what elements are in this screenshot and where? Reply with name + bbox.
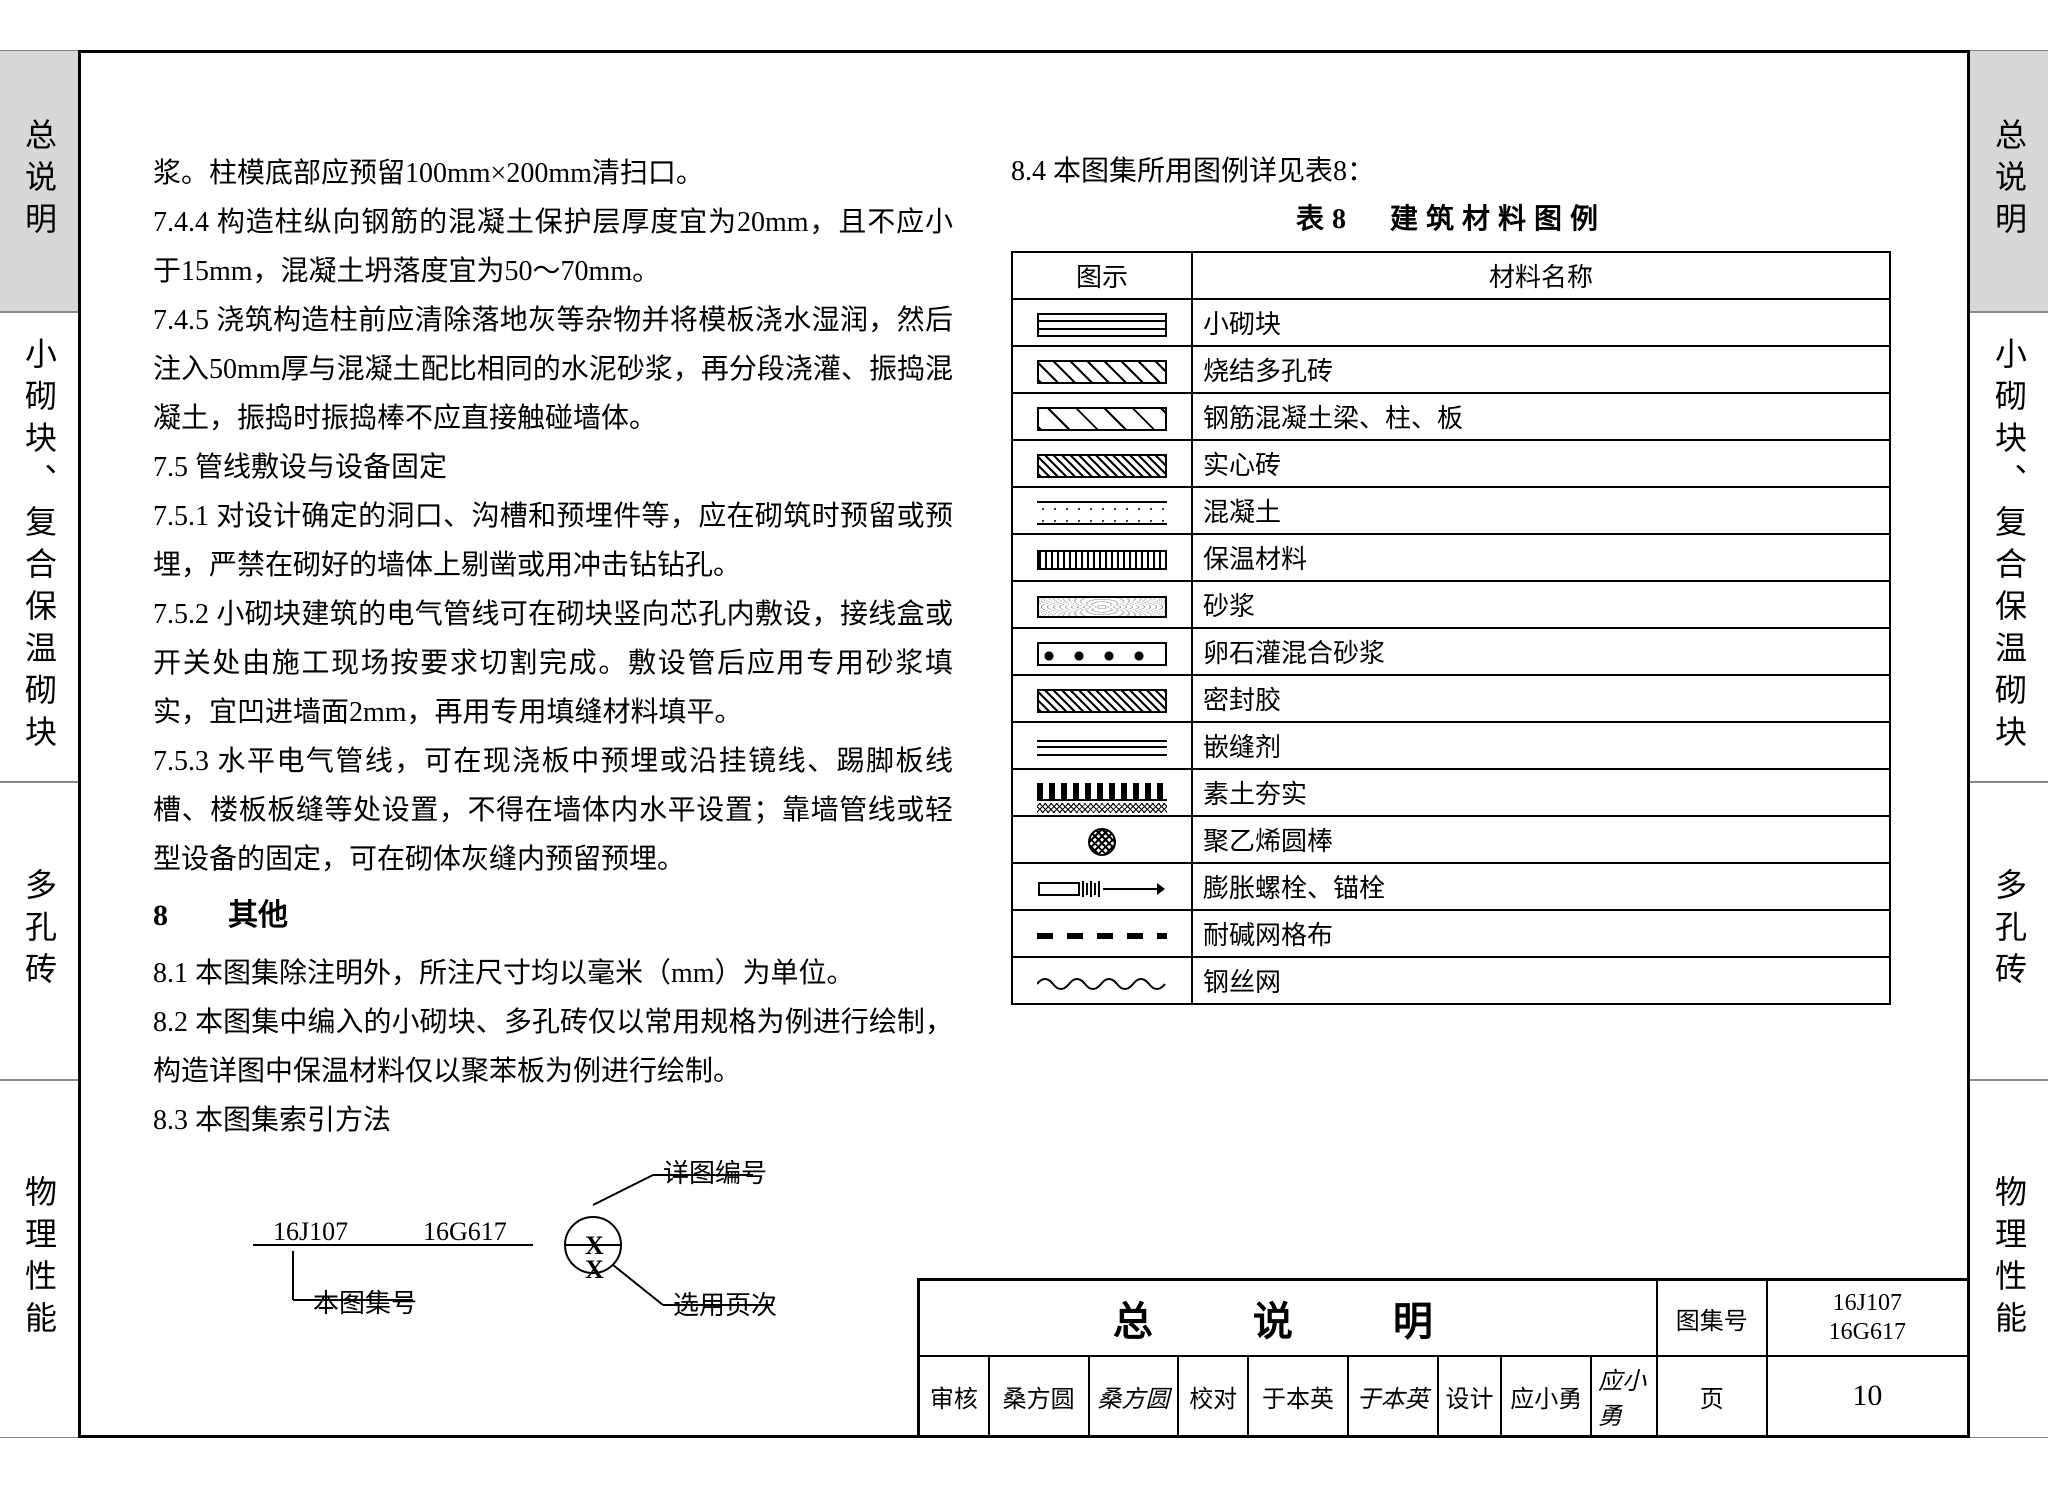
index-code2: 16G617 — [423, 1209, 507, 1255]
table-row: 钢丝网 — [1012, 957, 1890, 1004]
material-name: 钢筋混凝土梁、柱、板 — [1192, 393, 1890, 440]
design-name: 应小勇 — [1502, 1357, 1592, 1435]
check-label: 校对 — [1179, 1357, 1249, 1435]
tab-physical-r[interactable]: 物理性能 — [1970, 1080, 2048, 1438]
table-row: 卵石灌混合砂浆 — [1012, 628, 1890, 675]
material-name: 耐碱网格布 — [1192, 910, 1890, 957]
tab-brick-l[interactable]: 多孔砖 — [0, 782, 78, 1080]
tab-block-r[interactable]: 小砌块、复合保温砌块 — [1970, 312, 2048, 782]
material-name: 混凝土 — [1192, 487, 1890, 534]
material-swatch — [1012, 487, 1192, 534]
para: 7.5.1 对设计确定的洞口、沟槽和预埋件等，应在砌筑时预留或预埋，严禁在砌好的… — [153, 492, 953, 590]
audit-label: 审核 — [920, 1357, 990, 1435]
table-row: 钢筋混凝土梁、柱、板 — [1012, 393, 1890, 440]
check-sig: 于本英 — [1349, 1357, 1439, 1435]
audit-name: 桑方圆 — [990, 1357, 1090, 1435]
material-swatch — [1012, 346, 1192, 393]
tab-general-l[interactable]: 总说明 — [0, 50, 78, 312]
para: 7.5.3 水平电气管线，可在现浇板中预埋或沿挂镜线、踢脚板线槽、楼板板缝等处设… — [153, 737, 953, 884]
material-swatch — [1012, 957, 1192, 1004]
tab-block-l[interactable]: 小砌块、复合保温砌块 — [0, 312, 78, 782]
tab-general-r[interactable]: 总说明 — [1970, 50, 2048, 312]
atlas-label: 图集号 — [1658, 1281, 1768, 1357]
title-block: 总 说 明 图集号 16J107 16G617 审核 桑方圆 桑方圆 校对 于本… — [917, 1278, 1967, 1435]
para: 浆。柱模底部应预留100mm×200mm清扫口。 — [153, 149, 953, 198]
material-name: 聚乙烯圆棒 — [1192, 816, 1890, 863]
material-swatch — [1012, 816, 1192, 863]
material-swatch — [1012, 769, 1192, 816]
index-x2: X — [585, 1247, 604, 1293]
atlas-number: 16J107 16G617 — [1768, 1281, 1967, 1357]
table-row: 嵌缝剂 — [1012, 722, 1890, 769]
material-swatch — [1012, 628, 1192, 675]
material-name: 嵌缝剂 — [1192, 722, 1890, 769]
material-name: 素土夯实 — [1192, 769, 1890, 816]
para: 8.2 本图集中编入的小砌块、多孔砖仅以常用规格为例进行绘制，构造详图中保温材料… — [153, 998, 953, 1096]
drawing-title: 总 说 明 — [920, 1281, 1658, 1357]
table-title: 表8 建筑材料图例 — [1011, 197, 1891, 237]
section-heading: 7.5 管线敷设与设备固定 — [153, 443, 953, 492]
table-row: 小砌块 — [1012, 299, 1890, 346]
th-name: 材料名称 — [1192, 252, 1890, 299]
right-side-tabs: 总说明 小砌块、复合保温砌块 多孔砖 物理性能 — [1970, 50, 2048, 1438]
material-name: 卵石灌混合砂浆 — [1192, 628, 1890, 675]
para: 7.5.2 小砌块建筑的电气管线可在砌块竖向芯孔内敷设，接线盒或开关处由施工现场… — [153, 590, 953, 737]
para: 8.3 本图集索引方法 — [153, 1096, 953, 1145]
index-label-page: 选用页次 — [673, 1283, 777, 1329]
table-heading: 8.4 本图集所用图例详见表8： — [1011, 149, 1891, 189]
table-row: 耐碱网格布 — [1012, 910, 1890, 957]
tab-brick-r[interactable]: 多孔砖 — [1970, 782, 2048, 1080]
material-legend: 8.4 本图集所用图例详见表8： 表8 建筑材料图例 图示 材料名称 小砌块烧结… — [1011, 149, 1891, 1005]
table-row: 保温材料 — [1012, 534, 1890, 581]
design-sig: 应小勇 — [1592, 1357, 1658, 1435]
index-label-atlas: 本图集号 — [313, 1281, 417, 1327]
para: 8.1 本图集除注明外，所注尺寸均以毫米（mm）为单位。 — [153, 949, 953, 998]
para: 7.4.4 构造柱纵向钢筋的混凝土保护层厚度宜为20mm，且不应小于15mm，混… — [153, 198, 953, 296]
drawing-frame: 浆。柱模底部应预留100mm×200mm清扫口。 7.4.4 构造柱纵向钢筋的混… — [78, 50, 1970, 1438]
page-label: 页 — [1658, 1357, 1768, 1435]
material-name: 砂浆 — [1192, 581, 1890, 628]
check-name: 于本英 — [1249, 1357, 1349, 1435]
material-swatch — [1012, 440, 1192, 487]
body-text: 浆。柱模底部应预留100mm×200mm清扫口。 7.4.4 构造柱纵向钢筋的混… — [153, 149, 953, 1325]
table-row: 砂浆 — [1012, 581, 1890, 628]
material-swatch — [1012, 393, 1192, 440]
index-label-detail: 详图编号 — [663, 1151, 767, 1197]
material-name: 保温材料 — [1192, 534, 1890, 581]
material-name: 实心砖 — [1192, 440, 1890, 487]
para: 7.4.5 浇筑构造柱前应清除落地灰等杂物并将模板浇水湿润，然后注入50mm厚与… — [153, 296, 953, 443]
material-swatch — [1012, 299, 1192, 346]
index-diagram: 16J107 16G617 X X 详图编号 本图集号 选用页次 — [153, 1165, 953, 1325]
material-swatch — [1012, 910, 1192, 957]
index-code1: 16J107 — [273, 1209, 348, 1255]
material-name: 膨胀螺栓、锚栓 — [1192, 863, 1890, 910]
material-swatch — [1012, 581, 1192, 628]
table-row: 膨胀螺栓、锚栓 — [1012, 863, 1890, 910]
material-swatch — [1012, 722, 1192, 769]
tab-physical-l[interactable]: 物理性能 — [0, 1080, 78, 1438]
material-name: 密封胶 — [1192, 675, 1890, 722]
material-name: 烧结多孔砖 — [1192, 346, 1890, 393]
audit-sig: 桑方圆 — [1090, 1357, 1180, 1435]
material-swatch — [1012, 675, 1192, 722]
material-swatch — [1012, 863, 1192, 910]
section-heading: 8 其他 — [153, 890, 953, 943]
th-swatch: 图示 — [1012, 252, 1192, 299]
table-row: 密封胶 — [1012, 675, 1890, 722]
table-row: 素土夯实 — [1012, 769, 1890, 816]
material-name: 小砌块 — [1192, 299, 1890, 346]
material-table: 图示 材料名称 小砌块烧结多孔砖钢筋混凝土梁、柱、板实心砖混凝土保温材料砂浆卵石… — [1011, 251, 1891, 1005]
table-row: 烧结多孔砖 — [1012, 346, 1890, 393]
page-number: 10 — [1768, 1357, 1967, 1435]
table-row: 混凝土 — [1012, 487, 1890, 534]
material-name: 钢丝网 — [1192, 957, 1890, 1004]
material-swatch — [1012, 534, 1192, 581]
left-side-tabs: 总说明 小砌块、复合保温砌块 多孔砖 物理性能 — [0, 50, 78, 1438]
table-row: 聚乙烯圆棒 — [1012, 816, 1890, 863]
design-label: 设计 — [1439, 1357, 1503, 1435]
table-row: 实心砖 — [1012, 440, 1890, 487]
